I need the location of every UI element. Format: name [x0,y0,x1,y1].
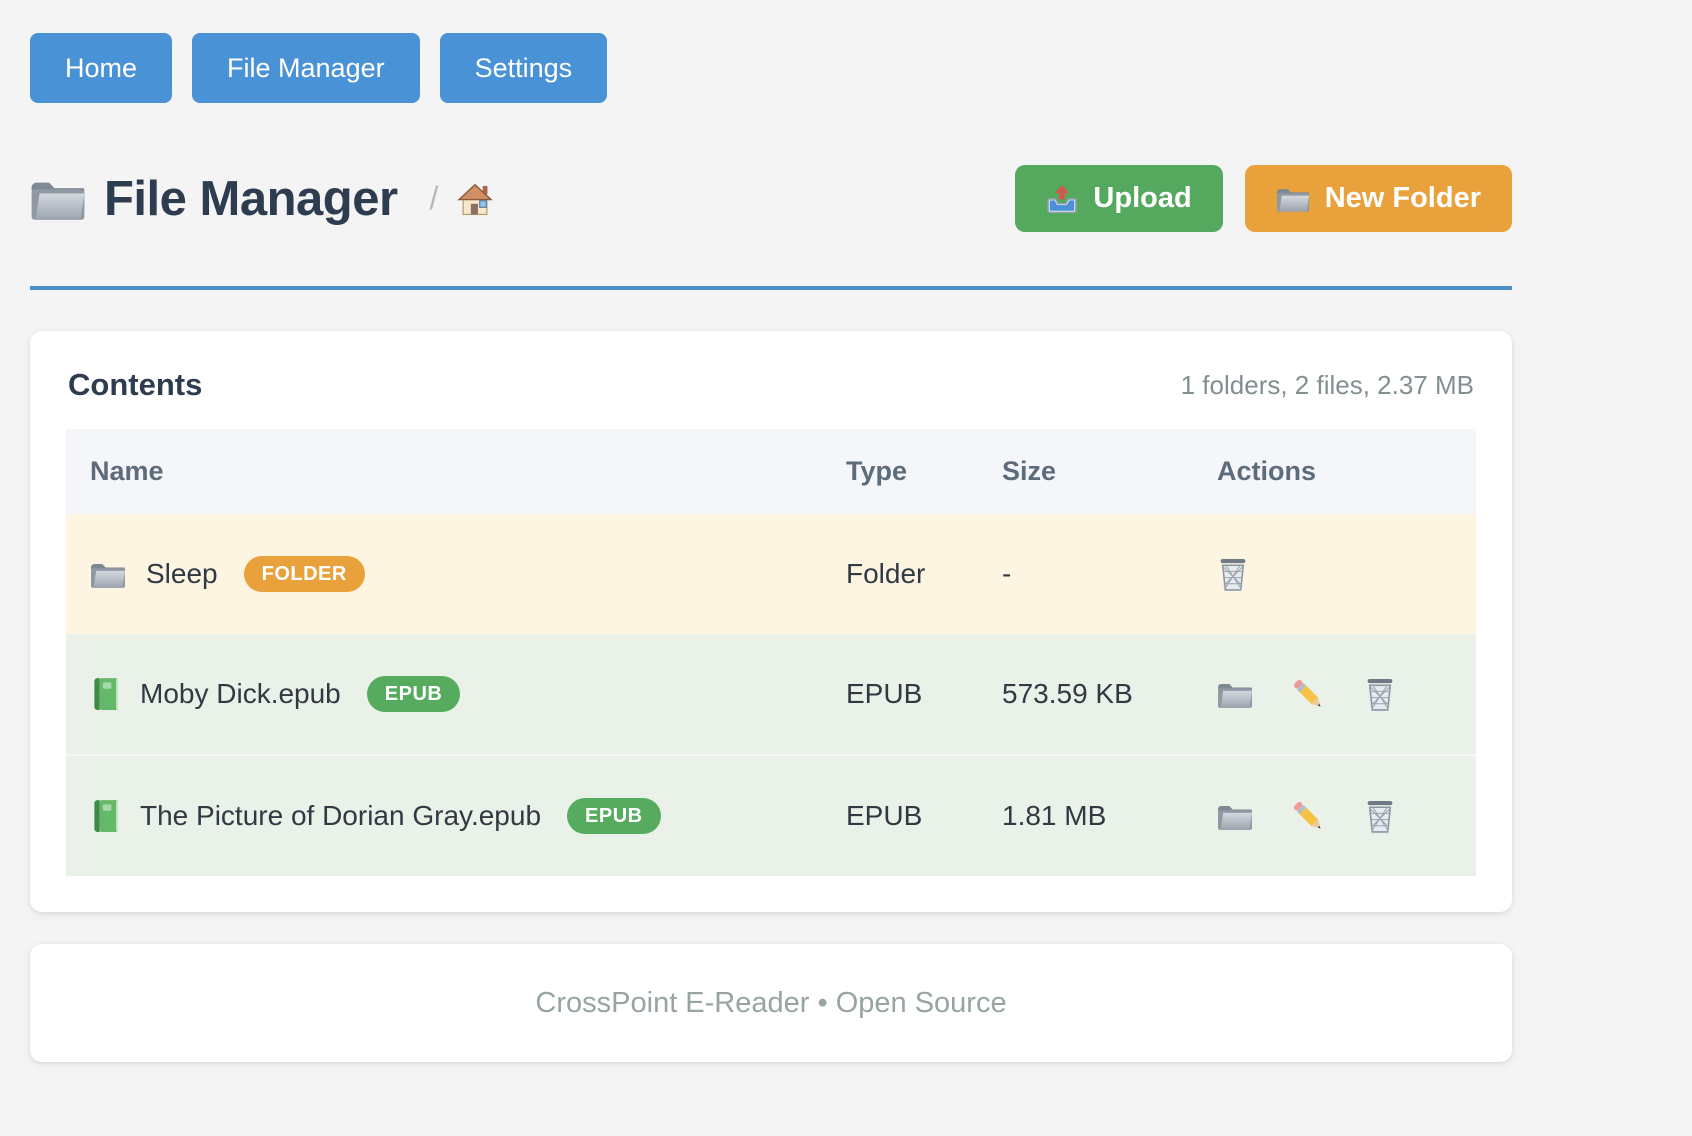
rename-button[interactable] [1291,677,1326,712]
folder-icon [1217,680,1253,709]
delete-button[interactable] [1364,799,1396,834]
item-size: 1.81 MB [978,754,1193,877]
item-type: EPUB [846,678,923,710]
folder-icon [30,176,86,222]
folder-badge: FOLDER [243,556,365,593]
header-divider [30,286,1512,291]
rename-button[interactable] [1291,799,1326,834]
upload-button-label: Upload [1093,182,1192,215]
delete-button[interactable] [1364,677,1396,712]
contents-card: Contents 1 folders, 2 files, 2.37 MB Nam… [30,331,1512,913]
wastebasket-icon [1364,799,1396,834]
folder-icon [1276,185,1310,213]
outbox-tray-icon [1046,184,1078,214]
green-book-icon [90,677,120,711]
column-header-name: Name [90,456,164,487]
nav-settings-button[interactable]: Settings [439,33,608,104]
folder-icon [90,560,126,589]
column-header-size: Size [1002,456,1057,487]
column-header-type: Type [846,456,908,487]
wastebasket-icon [1364,677,1396,712]
epub-badge: EPUB [567,798,661,835]
footer-text: CrossPoint E-Reader • Open Source [535,986,1007,1019]
item-name[interactable]: Sleep [146,558,218,590]
nav-home-button[interactable]: Home [30,33,173,104]
page-header: File Manager / Upload New Folder [30,165,1512,233]
breadcrumb-separator: / [429,180,439,217]
item-name[interactable]: The Picture of Dorian Gray.epub [140,800,542,832]
move-button[interactable] [1217,802,1253,831]
new-folder-button[interactable]: New Folder [1244,165,1512,233]
top-nav: Home File Manager Settings [30,33,1512,104]
pencil-icon [1291,799,1326,834]
page-title: File Manager [104,171,398,226]
item-name[interactable]: Moby Dick.epub [140,678,341,710]
nav-file-manager-button[interactable]: File Manager [192,33,420,104]
item-size: 573.59 KB [1002,678,1133,710]
item-size: - [1002,558,1012,590]
column-header-actions: Actions [1217,456,1317,487]
footer: CrossPoint E-Reader • Open Source [30,944,1512,1063]
wastebasket-icon [1217,557,1249,592]
file-table: Name Type Size Actions Sleep FOLDER [66,429,1476,877]
pencil-icon [1291,677,1326,712]
table-row: Sleep FOLDER Folder - [66,514,1476,635]
new-folder-button-label: New Folder [1324,182,1481,215]
table-row: Moby Dick.epub EPUB EPUB 573.59 KB [66,634,1476,756]
upload-button[interactable]: Upload [1015,165,1223,233]
epub-badge: EPUB [366,676,461,713]
move-button[interactable] [1217,680,1253,709]
folder-icon [1217,802,1253,831]
contents-summary: 1 folders, 2 files, 2.37 MB [1180,369,1474,400]
house-icon[interactable] [456,181,494,217]
delete-button[interactable] [1217,557,1249,592]
table-header-row: Name Type Size Actions [66,429,1476,515]
item-type: Folder [846,558,926,590]
contents-title: Contents [68,367,203,403]
table-row: The Picture of Dorian Gray.epub EPUB EPU… [66,754,1476,877]
green-book-icon [90,799,120,833]
item-type: EPUB [822,754,978,877]
